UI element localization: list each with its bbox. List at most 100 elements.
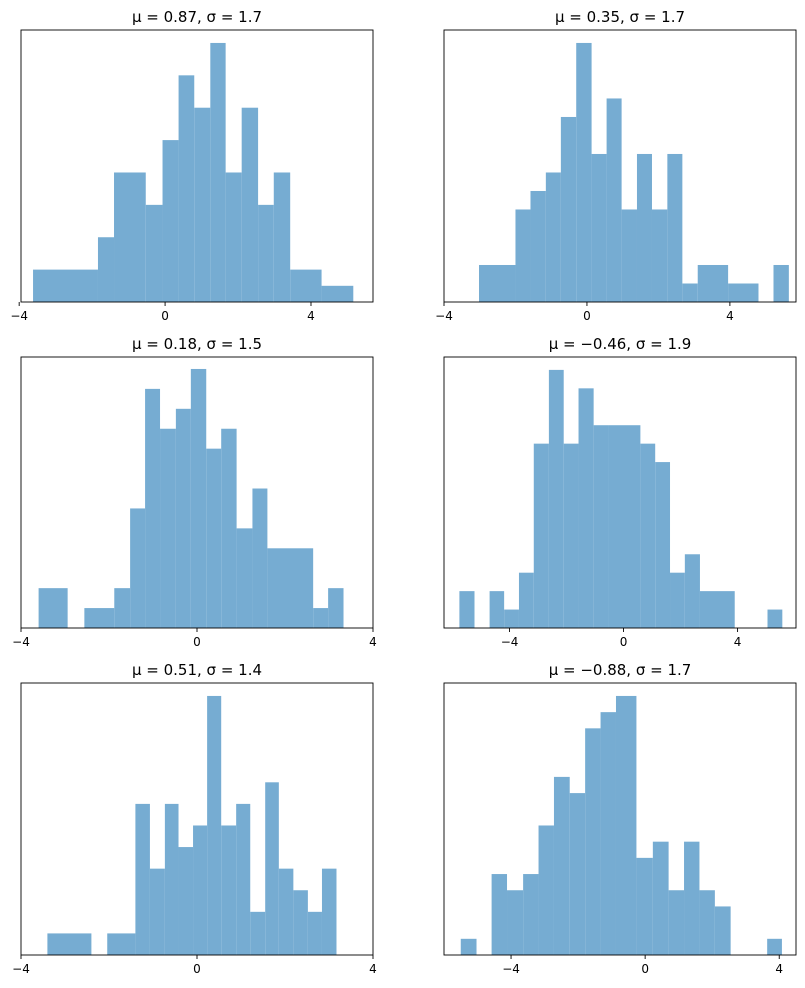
x-tick-label: 4 <box>369 962 377 976</box>
histogram-bar <box>258 204 274 302</box>
histogram-bar <box>491 874 508 955</box>
histogram-bar <box>538 825 554 955</box>
x-tick-label: 0 <box>641 962 649 976</box>
histogram-bar <box>149 868 165 955</box>
panel-title: μ = 0.87, σ = 1.7 <box>132 8 262 26</box>
histogram-bar <box>107 933 136 955</box>
histogram-bar <box>225 172 242 302</box>
histogram-bar <box>699 591 735 628</box>
histogram-bar <box>194 107 211 303</box>
histogram-bar <box>193 825 208 955</box>
histogram-bar <box>668 890 685 955</box>
histogram-bar <box>684 554 700 628</box>
histogram-bar <box>221 825 237 955</box>
histogram-panel-5: μ = 0.51, σ = 1.4 −4 0 4 <box>12 661 377 976</box>
histogram-bar <box>178 75 195 302</box>
histogram-bar <box>175 408 191 628</box>
histogram-bar <box>697 264 729 302</box>
histogram-bar <box>160 428 176 628</box>
histogram-panel-6: μ = −0.88, σ = 1.7 −4 0 4 <box>443 661 797 976</box>
histogram-bar <box>530 190 546 302</box>
histogram-bar <box>328 588 344 628</box>
histogram-bar <box>578 388 594 628</box>
histogram-bar <box>33 269 98 302</box>
x-tick-label: 4 <box>726 309 734 323</box>
histogram-bar <box>130 508 146 628</box>
histogram-bar <box>135 803 150 955</box>
histogram-bar <box>767 609 783 628</box>
histogram-bar <box>651 209 668 302</box>
histogram-bar <box>164 803 179 955</box>
histogram-bar <box>504 609 519 628</box>
x-tick-label: 0 <box>193 962 201 976</box>
histogram-panel-2: μ = 0.35, σ = 1.7 −4 0 4 <box>435 8 797 323</box>
axes-frame <box>443 682 797 956</box>
histogram-bar <box>553 776 570 955</box>
x-tick-label: 0 <box>583 309 591 323</box>
histogram-bar <box>278 868 294 955</box>
panel-title: μ = 0.35, σ = 1.7 <box>555 8 685 26</box>
x-tick-label: −4 <box>435 309 453 323</box>
histogram-panel-1: μ = 0.87, σ = 1.7 −4 0 4 <box>10 8 374 323</box>
histogram-bar <box>97 237 115 302</box>
panel-title: μ = 0.51, σ = 1.4 <box>132 661 262 679</box>
histogram-bar <box>606 98 622 303</box>
histogram-bar <box>667 153 683 302</box>
axes-frame <box>443 29 797 303</box>
histogram-bar <box>523 874 539 955</box>
histogram-bar <box>636 153 652 302</box>
histogram-bar <box>682 283 698 302</box>
x-tick-label: 4 <box>369 635 377 649</box>
x-tick-label: −4 <box>501 635 519 649</box>
histogram-bar <box>684 841 700 955</box>
histogram-bar <box>236 803 251 955</box>
histogram-bar <box>241 107 259 303</box>
panel-title: μ = −0.88, σ = 1.7 <box>549 661 692 679</box>
histogram-bar <box>545 172 561 302</box>
histogram-bar <box>728 283 759 302</box>
histogram-bar <box>178 847 194 955</box>
histogram-bar <box>265 782 279 955</box>
histogram-bar <box>670 572 685 628</box>
histogram-bar <box>84 608 115 628</box>
panel-title: μ = 0.18, σ = 1.5 <box>132 335 262 353</box>
histogram-bar <box>585 728 601 955</box>
histogram-bar <box>640 443 656 628</box>
histogram-bar <box>460 938 477 955</box>
histogram-bar <box>307 911 322 955</box>
histogram-bar <box>236 528 253 628</box>
histogram-bar <box>114 588 131 628</box>
histogram-bar <box>515 209 531 302</box>
histogram-bar <box>38 588 68 628</box>
histogram-bar <box>459 591 475 628</box>
histogram-bar <box>548 369 564 628</box>
histogram-bar <box>593 425 609 628</box>
histogram-bar <box>207 695 222 955</box>
histogram-bar <box>600 712 616 955</box>
x-tick-label: 0 <box>193 635 201 649</box>
x-tick-label: 4 <box>775 962 783 976</box>
histogram-bar <box>293 890 308 955</box>
histogram-bar <box>145 388 161 628</box>
axes-frame <box>20 29 374 303</box>
histogram-bar <box>563 443 579 628</box>
histogram-bar <box>267 548 314 628</box>
x-tick-label: 4 <box>734 635 742 649</box>
histogram-bar <box>321 285 354 302</box>
histogram-bar <box>47 933 92 955</box>
histogram-panel-3: μ = 0.18, σ = 1.5 −4 0 4 <box>12 335 377 649</box>
histogram-bar <box>290 269 322 302</box>
histogram-bar <box>533 443 549 628</box>
histogram-bar <box>210 42 226 302</box>
histogram-bar <box>773 264 789 302</box>
histogram-bar <box>576 42 592 302</box>
histogram-bar <box>221 428 237 628</box>
histogram-bar <box>636 857 653 955</box>
histogram-bar <box>560 116 577 302</box>
histogram-bar <box>206 448 222 628</box>
histogram-bar <box>767 938 782 955</box>
histogram-bar <box>655 462 671 628</box>
x-tick-label: −4 <box>12 962 30 976</box>
histogram-panel-4: μ = −0.46, σ = 1.9 −4 0 4 <box>443 335 797 649</box>
